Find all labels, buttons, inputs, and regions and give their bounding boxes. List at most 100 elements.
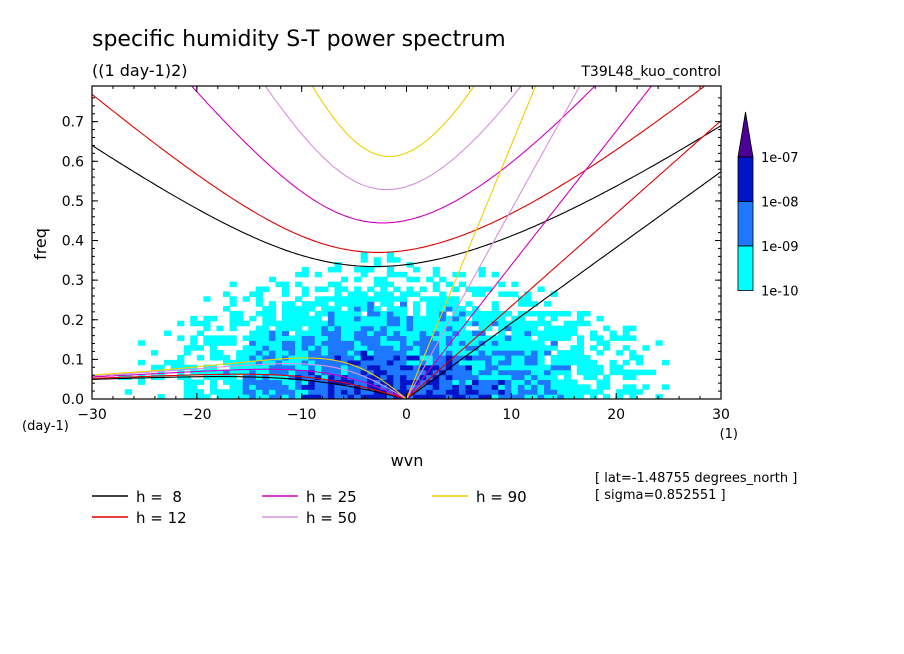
heat-cell xyxy=(282,301,290,307)
heat-cell xyxy=(439,335,447,341)
heat-cell xyxy=(236,394,244,399)
heat-cell xyxy=(472,310,480,317)
heat-cell xyxy=(439,384,447,390)
heat-cell xyxy=(393,364,401,371)
heat-cell xyxy=(216,335,224,341)
heat-cell xyxy=(229,325,237,332)
heat-cell xyxy=(340,296,349,302)
heat-cell xyxy=(282,315,290,322)
heat-cell xyxy=(517,345,526,351)
heat-cell xyxy=(301,359,309,366)
heat-cell xyxy=(419,335,427,341)
heat-cell xyxy=(498,379,506,385)
heat-cell xyxy=(472,320,480,327)
heat-cell xyxy=(563,350,571,356)
heat-cell xyxy=(524,350,532,356)
heat-cell xyxy=(249,359,257,366)
heat-cell xyxy=(367,359,375,366)
x-axis: −30 −20 −10 0 10 20 30 xyxy=(77,86,730,423)
heat-cell xyxy=(498,354,506,361)
heat-cell xyxy=(229,320,237,327)
heat-cell xyxy=(268,354,277,361)
heat-cell xyxy=(576,369,584,376)
heat-cell xyxy=(426,374,434,381)
heat-cell xyxy=(249,335,257,341)
colorbar-label: 1e-08 xyxy=(761,196,799,211)
heat-cell xyxy=(399,271,408,278)
heat-cell xyxy=(340,320,349,327)
heat-cell xyxy=(432,310,440,317)
heat-cell xyxy=(622,369,630,376)
heat-cell xyxy=(295,296,303,302)
heat-cell xyxy=(426,301,434,307)
heat-cell xyxy=(209,350,218,356)
heat-cell xyxy=(511,389,519,395)
heat-cell xyxy=(282,335,290,341)
heat-cell xyxy=(583,364,591,371)
heat-cell xyxy=(354,266,362,273)
heat-cell xyxy=(183,394,191,399)
heat-cell xyxy=(229,394,237,399)
heat-cell xyxy=(629,394,637,399)
heat-cell xyxy=(511,379,519,385)
heat-cell xyxy=(209,345,218,351)
heat-cell xyxy=(282,394,290,399)
heat-cell xyxy=(439,379,447,385)
heat-cell xyxy=(511,369,519,376)
heat-cell xyxy=(576,345,584,351)
heat-cell xyxy=(485,394,493,399)
heat-cell xyxy=(367,350,375,356)
heat-cell xyxy=(498,345,506,351)
heat-cell xyxy=(576,335,584,341)
heat-cell xyxy=(550,394,558,399)
heat-cell xyxy=(255,325,263,332)
heat-cell xyxy=(530,394,539,399)
heat-cell xyxy=(485,340,493,346)
heat-cell xyxy=(347,315,355,322)
heat-cell xyxy=(635,359,643,366)
heat-cell xyxy=(216,325,224,332)
heat-cell xyxy=(203,394,211,399)
heat-cell xyxy=(373,281,381,288)
heat-cell xyxy=(504,359,512,366)
heat-cell xyxy=(255,301,263,307)
heat-cell xyxy=(380,340,388,346)
heat-cell xyxy=(570,330,578,337)
heat-cell xyxy=(537,340,545,346)
heat-cell xyxy=(557,389,565,395)
heat-cell xyxy=(223,369,231,376)
heat-cell xyxy=(550,389,558,395)
heat-cell xyxy=(314,359,322,366)
heat-cell xyxy=(268,345,277,351)
heat-cell xyxy=(360,330,368,337)
heat-cell xyxy=(393,384,401,390)
heat-cell xyxy=(445,320,453,327)
heat-cell xyxy=(209,384,218,390)
heat-cell xyxy=(373,310,381,317)
heat-cell xyxy=(393,350,401,356)
heat-cell xyxy=(629,384,637,390)
heat-cell xyxy=(229,335,237,341)
heat-cell xyxy=(380,374,388,381)
heat-cell xyxy=(242,335,250,341)
heat-cell xyxy=(308,364,316,371)
heat-cell xyxy=(295,335,303,341)
heat-cell xyxy=(334,374,342,381)
heat-cell xyxy=(662,359,670,366)
heat-cell xyxy=(432,340,440,346)
heat-cell xyxy=(321,296,329,302)
heat-cell xyxy=(262,340,270,346)
heat-cell xyxy=(386,310,394,317)
heat-cell xyxy=(295,350,303,356)
heat-cell xyxy=(255,389,263,395)
y-tick-label: 0.7 xyxy=(62,115,84,131)
heat-cell xyxy=(603,394,611,399)
heat-cell xyxy=(452,286,460,293)
heat-cell xyxy=(596,389,604,395)
heat-cell xyxy=(511,330,519,337)
heat-cell xyxy=(203,340,211,346)
heat-cell xyxy=(282,310,290,317)
heat-cell xyxy=(380,296,388,302)
heat-cell xyxy=(399,340,408,346)
legend-label: h = 12 xyxy=(136,509,187,527)
